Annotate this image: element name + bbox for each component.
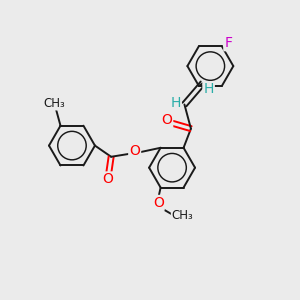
Text: O: O xyxy=(153,196,164,210)
Text: F: F xyxy=(224,36,232,50)
Text: CH₃: CH₃ xyxy=(44,97,65,110)
Text: O: O xyxy=(161,113,172,127)
Text: O: O xyxy=(129,145,140,158)
Text: O: O xyxy=(102,172,113,186)
Text: CH₃: CH₃ xyxy=(172,209,194,222)
Text: H: H xyxy=(170,96,181,110)
Text: H: H xyxy=(203,82,214,96)
